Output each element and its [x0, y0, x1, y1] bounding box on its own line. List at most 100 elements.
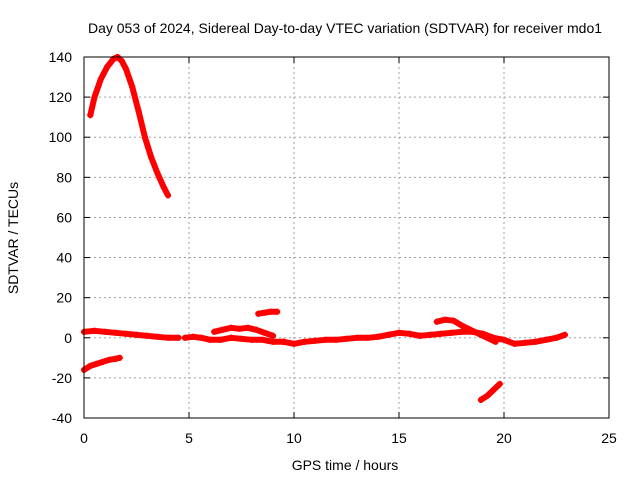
data-point — [148, 154, 155, 161]
data-point — [106, 356, 113, 363]
data-point — [490, 386, 497, 393]
data-point — [118, 58, 125, 65]
data-point — [249, 336, 255, 343]
data-point — [97, 76, 104, 83]
data-point — [104, 64, 111, 71]
plot-frame — [83, 56, 610, 419]
data-point — [87, 362, 94, 369]
data-point — [561, 331, 568, 338]
data-point — [154, 333, 161, 340]
data-point — [492, 338, 499, 345]
data-point — [219, 326, 226, 333]
data-point — [160, 184, 167, 191]
data-point — [87, 112, 94, 119]
data-point — [312, 337, 318, 344]
x-tick-label: 0 — [80, 430, 88, 446]
data-point — [141, 134, 148, 141]
data-point — [112, 329, 119, 336]
data-point — [511, 340, 518, 347]
data-point — [280, 338, 287, 345]
data-point — [475, 330, 482, 337]
data-point — [259, 336, 266, 343]
data-point — [442, 316, 449, 323]
x-tick-label: 25 — [601, 430, 617, 446]
data-point — [123, 330, 129, 337]
data-point — [261, 329, 268, 336]
y-tick-label: 120 — [49, 89, 73, 105]
data-points — [81, 54, 568, 403]
y-tick-label: 20 — [56, 290, 72, 306]
data-point — [190, 333, 197, 340]
data-point — [396, 329, 402, 336]
series-arc-midday — [280, 329, 423, 347]
data-point — [198, 334, 205, 341]
series-band — [477, 380, 503, 403]
x-tick-label: 5 — [185, 430, 193, 446]
series-arc-late-hump — [433, 316, 499, 345]
grid-lines — [84, 57, 609, 418]
data-point — [165, 192, 171, 199]
data-point — [459, 322, 465, 329]
data-point — [459, 328, 465, 335]
data-point — [181, 334, 188, 341]
data-point — [267, 308, 274, 315]
data-point — [406, 330, 413, 337]
series-arc-late-negative — [477, 380, 503, 403]
chart-title: Day 053 of 2024, Sidereal Day-to-day VTE… — [88, 20, 602, 36]
x-axis-label: GPS time / hours — [292, 457, 399, 473]
series-arc-high — [87, 54, 171, 199]
series-band — [255, 308, 281, 317]
data-point — [433, 318, 440, 325]
data-point — [175, 334, 182, 341]
data-point — [255, 310, 262, 317]
data-point — [553, 334, 560, 341]
data-point — [123, 66, 129, 73]
data-point — [450, 317, 457, 324]
data-point — [217, 336, 224, 343]
series-arc-negative-start — [81, 354, 123, 373]
x-tick-label: 15 — [391, 430, 407, 446]
y-tick-label: 140 — [49, 49, 73, 65]
data-point — [270, 338, 276, 345]
data-point — [116, 354, 123, 361]
y-axis-label: SDTVAR / TECUs — [5, 182, 21, 294]
data-point — [244, 324, 251, 331]
data-point — [484, 334, 491, 341]
data-point — [301, 338, 308, 345]
data-point — [477, 396, 484, 403]
data-point — [133, 331, 140, 338]
data-point — [448, 329, 455, 336]
data-point — [343, 335, 350, 342]
data-point — [99, 358, 106, 365]
series-arc-short-12 — [255, 308, 281, 317]
data-point — [91, 94, 98, 101]
data-point — [354, 334, 360, 341]
data-point — [253, 326, 260, 333]
x-tick-label: 10 — [286, 430, 302, 446]
data-point — [501, 336, 507, 343]
data-point — [522, 339, 528, 346]
data-point — [261, 309, 268, 316]
series-arc-early-zero — [81, 327, 182, 341]
data-point — [135, 108, 142, 115]
data-point — [165, 334, 171, 341]
y-tick-label: 40 — [56, 250, 72, 266]
data-point — [238, 335, 245, 342]
data-point — [385, 331, 392, 338]
series-band — [81, 327, 182, 341]
y-tick-label: 100 — [49, 129, 73, 145]
series-arc-mid-hump — [211, 324, 276, 339]
data-point — [364, 334, 371, 341]
data-point — [496, 380, 503, 387]
y-tick-label: -40 — [52, 410, 72, 426]
data-point — [228, 324, 234, 331]
data-point — [375, 333, 381, 340]
data-point — [274, 308, 281, 315]
data-point — [417, 332, 423, 339]
data-point — [532, 338, 539, 345]
data-point — [228, 334, 234, 341]
y-tick-label: -20 — [52, 370, 72, 386]
axis-ticks: 0 5 10 15 20 25 -40 -20 0 20 40 60 80 100 120 140 — [49, 49, 617, 446]
data-point — [484, 392, 491, 399]
